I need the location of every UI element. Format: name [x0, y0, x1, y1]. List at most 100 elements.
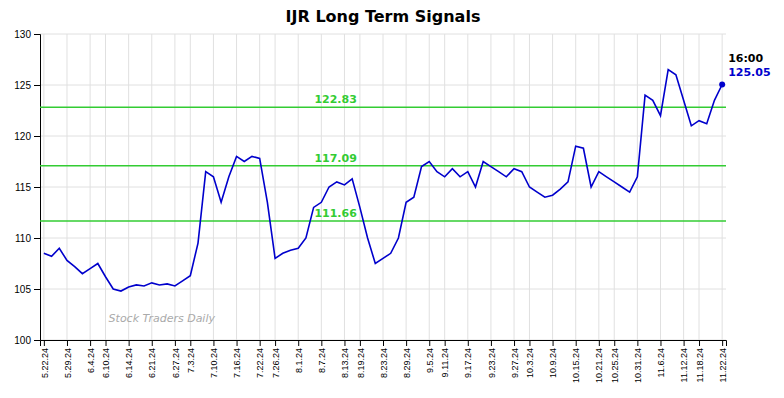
x-tick-label: 10.25.24	[610, 348, 620, 383]
x-tick-label: 11.12.24	[679, 348, 689, 382]
signal-label: 117.09	[314, 152, 356, 165]
x-tick-mark	[67, 340, 68, 346]
signal-line	[40, 220, 726, 222]
x-tick-mark	[614, 340, 615, 346]
x-tick: 10.9.24	[548, 340, 558, 378]
x-tick-label: 9.11.24	[440, 348, 450, 377]
x-axis: 5.22.245.29.246.4.246.10.246.14.246.21.2…	[40, 340, 728, 383]
x-tick-mark	[599, 340, 600, 346]
x-tick: 9.23.24	[487, 340, 497, 378]
x-tick-label: 6.4.24	[86, 348, 96, 373]
x-tick: 8.7.24	[317, 340, 327, 373]
x-tick: 5.22.24	[40, 340, 50, 378]
x-tick-label: 10.3.24	[525, 348, 535, 378]
last-point-label: 125.05	[728, 66, 770, 79]
y-tick: 120	[14, 131, 40, 142]
grid-line-x	[552, 34, 553, 340]
grid-line-x	[699, 34, 700, 340]
x-tick-mark	[360, 340, 361, 346]
marks	[40, 70, 726, 291]
y-tick-label: 120	[14, 131, 31, 142]
signal-label: 122.83	[314, 93, 356, 106]
y-tick: 130	[14, 29, 40, 40]
x-tick-mark	[529, 340, 530, 346]
y-tick-label: 105	[14, 284, 31, 295]
x-tick-mark	[491, 340, 492, 346]
x-tick-label: 8.23.24	[379, 348, 389, 378]
annotations: 122.83117.09111.6616:00125.05Stock Trade…	[109, 52, 771, 324]
x-tick-mark	[699, 340, 700, 346]
grid-line-x	[66, 34, 67, 340]
grid-line-x	[321, 34, 322, 340]
x-tick-mark	[213, 340, 214, 346]
x-tick-label: 7.26.24	[271, 348, 281, 378]
y-axis: 100105110115120125130	[14, 29, 40, 346]
grid-line-x	[490, 34, 491, 340]
y-tick-label: 115	[15, 182, 31, 193]
x-tick-mark	[553, 340, 554, 346]
x-tick-mark	[429, 340, 430, 346]
x-tick-mark	[175, 340, 176, 346]
x-tick: 8.23.24	[379, 340, 389, 378]
x-tick-label: 10.31.24	[633, 348, 643, 383]
grid-line-x	[344, 34, 345, 340]
y-tick-mark	[34, 136, 40, 137]
grid-line-x	[275, 34, 276, 340]
x-tick: 6.4.24	[86, 340, 96, 373]
grid-line-x	[429, 34, 430, 340]
grid-line-x	[614, 34, 615, 340]
y-tick-mark	[34, 187, 40, 188]
x-tick-label: 9.23.24	[487, 348, 497, 378]
y-tick: 110	[15, 233, 40, 244]
grid-line-x	[575, 34, 576, 340]
x-tick-mark	[129, 340, 130, 346]
x-tick: 11.22.24	[718, 340, 728, 382]
x-tick-label: 7.16.24	[232, 348, 242, 378]
signal-line	[40, 165, 726, 167]
grid-line-x	[43, 34, 44, 340]
grid-line-x	[128, 34, 129, 340]
x-tick: 10.25.24	[610, 340, 620, 383]
plot: 1001051101151201251305.22.245.29.246.4.2…	[14, 29, 770, 383]
x-tick: 11.18.24	[695, 340, 705, 382]
x-tick: 7.22.24	[255, 340, 265, 378]
x-tick-mark	[344, 340, 345, 346]
price-line	[44, 70, 722, 291]
x-tick: 5.29.24	[63, 340, 73, 378]
x-tick: 6.10.24	[101, 340, 111, 378]
grid-line-x	[444, 34, 445, 340]
x-tick-mark	[660, 340, 661, 346]
x-tick: 11.12.24	[679, 340, 689, 382]
x-tick-mark	[576, 340, 577, 346]
x-tick: 10.31.24	[633, 340, 643, 383]
x-tick: 7.26.24	[271, 340, 281, 378]
x-tick-label: 7.22.24	[255, 348, 265, 378]
x-tick: 7.10.24	[209, 340, 219, 378]
y-tick-mark	[34, 85, 40, 86]
signal-line	[40, 106, 726, 108]
x-tick-label: 6.10.24	[101, 348, 111, 378]
signal-label: 111.66	[314, 207, 357, 220]
x-tick-mark	[275, 340, 276, 346]
x-tick-label: 5.22.24	[40, 348, 50, 378]
chart: 1001051101151201251305.22.245.29.246.4.2…	[0, 0, 784, 398]
x-tick-label: 9.27.24	[510, 348, 520, 378]
grid-line-x	[236, 34, 237, 340]
grid-line-x	[406, 34, 407, 340]
x-tick: 7.16.24	[232, 340, 242, 378]
grid-line-x	[259, 34, 260, 340]
x-tick-mark	[321, 340, 322, 346]
x-tick-mark	[445, 340, 446, 346]
last-point-label: 16:00	[728, 52, 763, 65]
y-tick-mark	[34, 289, 40, 290]
x-tick-label: 8.29.24	[402, 348, 412, 378]
x-tick-mark	[406, 340, 407, 346]
y-tick-label: 125	[14, 80, 31, 91]
x-tick: 8.1.24	[294, 340, 304, 373]
grid-line-x	[722, 34, 723, 340]
x-tick-label: 7.10.24	[209, 348, 219, 378]
x-tick: 10.3.24	[525, 340, 535, 378]
grid-line-x	[151, 34, 152, 340]
y-tick-mark	[34, 34, 40, 35]
x-tick-mark	[514, 340, 515, 346]
